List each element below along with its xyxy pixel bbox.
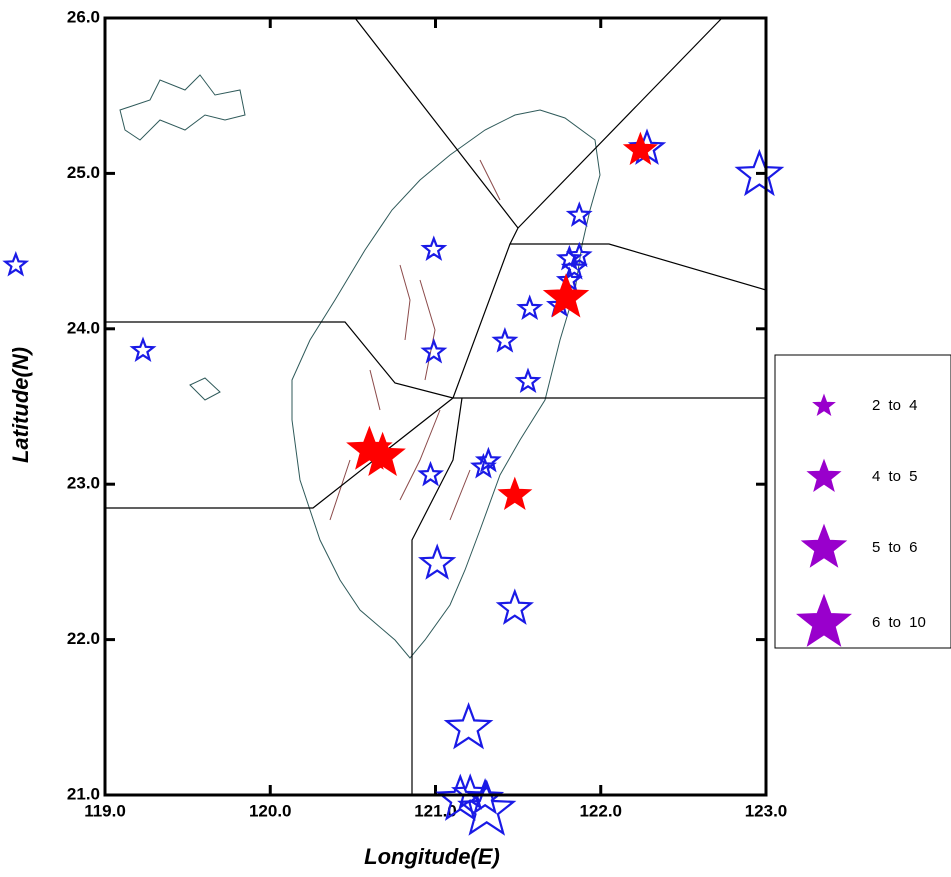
event-star <box>516 294 544 321</box>
event-star <box>457 779 517 836</box>
y-tick-label: 24.0 <box>67 318 100 337</box>
event-star <box>560 254 588 280</box>
y-axis-label: Latitude(N) <box>8 347 33 463</box>
region-boundaries <box>105 17 767 795</box>
legend: 2 to 4 4 to 5 5 to 6 6 to 10 <box>796 393 926 647</box>
event-star <box>465 777 505 815</box>
event-star <box>443 702 494 750</box>
legend-star <box>812 393 836 417</box>
event-star <box>359 431 406 476</box>
island-outline <box>119 74 246 401</box>
legend-star <box>796 593 852 647</box>
event-star <box>542 273 590 318</box>
event-star <box>420 235 448 261</box>
event-star <box>470 452 497 479</box>
event-star <box>129 336 157 363</box>
x-tick-label: 119.0 <box>84 801 126 820</box>
event-star <box>565 241 593 268</box>
event-star <box>497 476 533 510</box>
marks <box>2 128 785 836</box>
event-star <box>417 460 444 487</box>
x-tick-label: 120.0 <box>249 801 292 820</box>
event-star <box>734 148 785 197</box>
event-star <box>622 131 658 165</box>
legend-star <box>800 523 848 568</box>
y-tick-label: 26.0 <box>67 7 100 26</box>
fault-lines <box>329 159 501 521</box>
event-star <box>474 446 502 473</box>
coastline <box>291 109 601 659</box>
x-tick-label: 123.0 <box>745 801 788 820</box>
map-background <box>105 17 767 795</box>
legend-label: 2 to 4 <box>872 397 918 414</box>
y-tick-label: 21.0 <box>67 784 100 803</box>
event-star <box>418 543 457 580</box>
y-tick-label: 23.0 <box>67 474 100 493</box>
y-tick-label: 22.0 <box>67 629 100 648</box>
event-star <box>491 327 519 353</box>
legend-star <box>806 458 842 492</box>
event-star <box>495 588 534 625</box>
x-tick-label: 121.0 <box>414 801 457 820</box>
event-star <box>565 201 593 227</box>
event-star <box>2 251 30 277</box>
plot-frame <box>103 16 768 797</box>
legend-box <box>774 354 951 649</box>
event-star <box>420 337 448 364</box>
ticks: 119.0 120.0 121.0 122.0 123.0 21.0 22.0 23.0 24.… <box>67 7 787 820</box>
legend-label: 6 to 10 <box>872 614 926 631</box>
y-tick-label: 25.0 <box>67 163 100 182</box>
x-tick-label: 122.0 <box>579 801 622 820</box>
event-star <box>514 367 542 394</box>
legend-label: 5 to 6 <box>872 539 918 556</box>
x-axis-label: Longitude(E) <box>364 844 500 869</box>
legend-label: 4 to 5 <box>872 468 918 485</box>
